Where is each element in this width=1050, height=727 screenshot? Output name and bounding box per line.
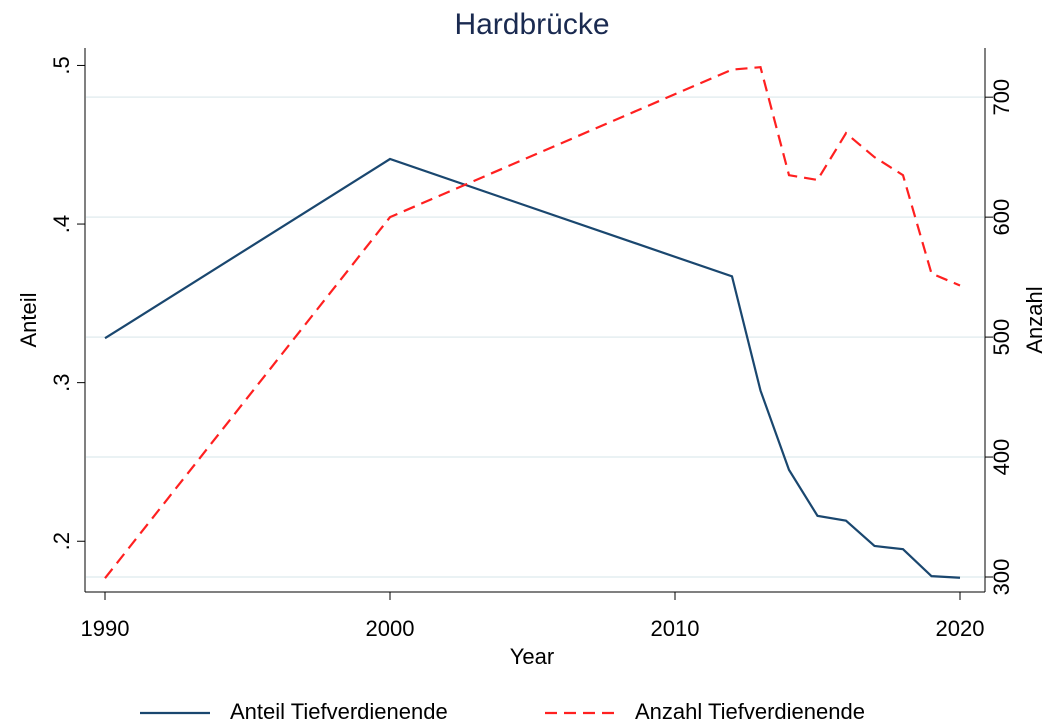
y-axis-label: Anteil <box>16 292 41 347</box>
y-tick-label: .3 <box>49 373 74 391</box>
legend-label: Anzahl Tiefverdienende <box>635 699 865 724</box>
y-tick-label: .4 <box>49 215 74 233</box>
x-axis-label: Year <box>510 644 554 669</box>
y2-axis-label: Anzahl <box>1022 286 1047 353</box>
x-tick-label: 1990 <box>81 616 130 641</box>
data-line <box>104 157 961 579</box>
x-tick-label: 2010 <box>651 616 700 641</box>
chart-title: Hardbrücke <box>454 8 609 41</box>
y2-tick-label: 500 <box>989 319 1014 356</box>
y-tick-label: .2 <box>49 532 74 550</box>
x-tick-label: 2020 <box>936 616 985 641</box>
legend-label: Anteil Tiefverdienende <box>230 699 448 724</box>
x-tick-label: 2000 <box>366 616 415 641</box>
y2-tick-label: 400 <box>989 439 1014 476</box>
data-line <box>104 66 961 579</box>
y2-tick-label: 600 <box>989 199 1014 236</box>
y2-tick-label: 300 <box>989 559 1014 596</box>
y-tick-label: .5 <box>49 56 74 74</box>
y2-tick-label: 700 <box>989 79 1014 116</box>
